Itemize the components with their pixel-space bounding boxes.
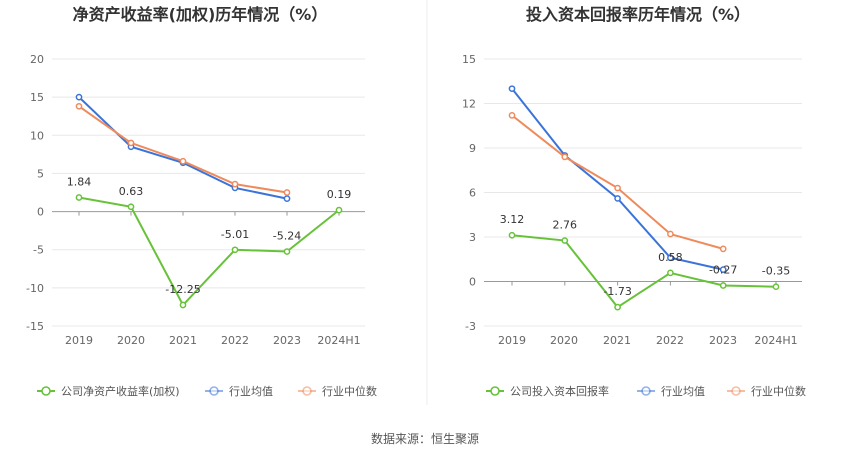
data-point	[719, 266, 727, 273]
data-point	[561, 153, 569, 161]
y-tick-label: 15	[462, 53, 476, 66]
data-label: -1.73	[603, 285, 631, 298]
x-tick-label: 2023	[709, 334, 737, 347]
data-label: 2.76	[553, 219, 578, 232]
data-point	[667, 269, 674, 277]
y-tick-label: 3	[469, 231, 476, 244]
data-point	[75, 194, 83, 201]
data-label: -12.25	[165, 283, 200, 296]
series-line-1	[511, 88, 724, 271]
data-point	[614, 195, 621, 202]
x-tick-label: 2019	[498, 334, 526, 347]
x-tick-label: 2020	[550, 334, 578, 347]
x-tick-label: 2023	[273, 334, 301, 347]
y-tick-label: 0	[37, 206, 44, 219]
data-label: -5.24	[273, 230, 301, 243]
data-point	[75, 102, 83, 110]
x-tick-label: 2022	[656, 334, 684, 347]
legend-marker-icon	[209, 386, 219, 396]
y-tick-label: 5	[37, 167, 44, 180]
legend-label: 公司投入资本回报率	[510, 384, 609, 398]
y-tick-label: 10	[30, 129, 44, 142]
data-point	[508, 112, 516, 119]
y-tick-label: 20	[30, 53, 44, 66]
chart-roic: 投入资本回报率历年情况（%） -3 0 3 6 9 12 15 2019 2020 2021 2022…	[462, 5, 806, 398]
data-label: -5.01	[221, 228, 249, 241]
data-point	[231, 180, 239, 188]
data-label: 0.19	[327, 188, 352, 201]
legend-marker-icon	[302, 386, 312, 396]
legend-marker-icon	[641, 386, 651, 396]
series-line-2	[78, 105, 288, 194]
data-label: -0.35	[762, 265, 790, 278]
data-label: 1.84	[67, 176, 92, 189]
data-point	[127, 203, 135, 211]
data-point	[283, 195, 291, 202]
x-tick-label: 2024H1	[317, 334, 360, 347]
data-point	[614, 184, 621, 192]
y-tick-label: -15	[26, 320, 44, 333]
data-point	[179, 301, 187, 309]
legend-marker-icon	[41, 386, 51, 396]
data-label: 3.12	[500, 213, 525, 226]
series-line-0	[78, 196, 340, 307]
data-point	[508, 231, 516, 239]
legend-label: 公司净资产收益率(加权)	[61, 384, 180, 398]
data-label: 0.58	[658, 251, 683, 264]
data-point	[719, 245, 727, 253]
y-tick-label: 12	[462, 98, 476, 111]
data-point	[75, 93, 83, 101]
data-point	[667, 230, 674, 238]
data-point	[614, 303, 621, 311]
data-point	[283, 248, 291, 255]
data-point	[667, 254, 674, 262]
data-point	[335, 206, 343, 214]
data-label: -0.27	[709, 264, 737, 277]
x-tick-label: 2021	[169, 334, 197, 347]
data-point	[508, 85, 516, 93]
legend-label: 行业中位数	[322, 384, 377, 398]
y-tick-label: 9	[469, 142, 476, 155]
legend-label: 行业均值	[229, 385, 273, 398]
y-tick-label: -3	[465, 320, 476, 333]
chart-title: 净资产收益率(加权)历年情况（%）	[73, 5, 328, 24]
x-tick-label: 2022	[221, 334, 249, 347]
series-line-1	[78, 96, 288, 200]
legend-label: 行业均值	[661, 385, 705, 398]
y-tick-label: 0	[469, 276, 476, 289]
data-point	[231, 246, 239, 254]
x-tick-label: 2020	[117, 334, 145, 347]
data-point	[561, 237, 569, 244]
y-tick-label: 15	[30, 91, 44, 104]
y-tick-label: 6	[469, 187, 476, 200]
data-source: 数据来源：恒生聚源	[371, 431, 479, 446]
legend-marker-icon	[490, 386, 500, 396]
y-tick-label: -5	[33, 244, 44, 257]
legend-marker-icon	[731, 386, 741, 396]
chart-title: 投入资本回报率历年情况（%）	[526, 5, 750, 24]
data-point	[283, 189, 291, 196]
data-point	[179, 157, 187, 165]
series-line-0	[511, 234, 777, 309]
data-point	[127, 139, 135, 147]
y-tick-label: -10	[26, 282, 44, 295]
x-tick-label: 2019	[65, 334, 93, 347]
data-point	[772, 283, 780, 291]
series-line-2	[511, 114, 724, 250]
x-tick-label: 2024H1	[754, 334, 797, 347]
data-point	[719, 282, 727, 289]
legend-label: 行业中位数	[751, 384, 806, 398]
chart-roe: 净资产收益率(加权)历年情况（%） -15 -10 -5 0 5 10 15 20 2019 202…	[26, 5, 377, 398]
x-tick-label: 2021	[603, 334, 631, 347]
data-label: 0.63	[119, 185, 144, 198]
